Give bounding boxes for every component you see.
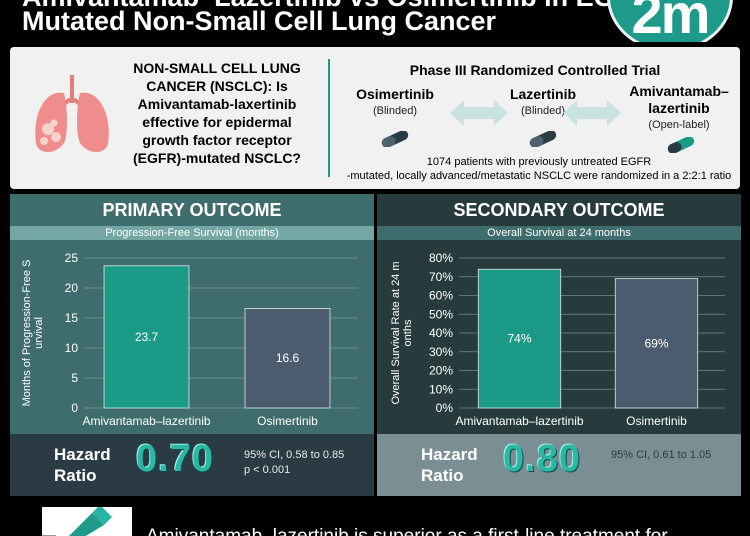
y-tick-label: 40% xyxy=(429,326,453,340)
data-label: 74% xyxy=(507,332,531,346)
divider xyxy=(328,59,330,177)
primary-hazard-ratio-value: 0.70 xyxy=(136,438,214,480)
y-axis-label-line-1: Overall Survival Rate at 24 m xyxy=(390,261,402,404)
secondary-ci-line-1: 95% CI, 0.61 to 1.05 xyxy=(611,449,712,461)
arm-amivantamab-name-line-1: Amivantamab– xyxy=(629,83,729,99)
conclusion-text: Amivantamab–lazertinib is superior as a … xyxy=(146,526,668,536)
secondary-hazard-ratio-box: Hazard Ratio 0.80 95% CI, 0.61 to 1.05 xyxy=(377,434,741,496)
arm-osimertinib-name: Osimertinib xyxy=(356,86,434,102)
arm-lazertinib-sub: (Blinded) xyxy=(520,105,566,117)
y-tick-label: 10% xyxy=(429,382,453,396)
arm-osimertinib-sub: (Blinded) xyxy=(372,105,418,117)
arm-amivantamab-name-line-2: lazertinib xyxy=(648,100,710,116)
y-tick-label: 10 xyxy=(65,341,79,355)
y-tick-label: 50% xyxy=(429,307,453,321)
brand-logo-text: 2m xyxy=(631,0,711,42)
primary-confidence-interval: 95% CI, 0.58 to 0.85 p < 0.001 xyxy=(244,448,344,478)
primary-ci-line-1: 95% CI, 0.58 to 0.85 xyxy=(244,449,345,461)
bar xyxy=(614,278,699,409)
trial-title: Phase III Randomized Controlled Trial xyxy=(409,62,661,78)
header: Amivantamab–Lazertinib vs Osimertinib in… xyxy=(0,0,750,42)
data-label: 69% xyxy=(644,336,668,350)
hazard-ratio-label-line-2: Ratio xyxy=(54,466,97,485)
x-tick-label: Amivantamab–lazertinib xyxy=(82,414,210,428)
page-title-line-1: Amivantamab–Lazertinib vs Osimertinib in… xyxy=(22,0,660,13)
conclusion-band: Amivantamab–lazertinib is superior as a … xyxy=(0,501,750,536)
y-tick-label: 30% xyxy=(429,345,453,359)
y-tick-label: 0% xyxy=(436,401,454,415)
y-tick-label: 60% xyxy=(429,289,453,303)
hazard-ratio-label-line-1: Hazard xyxy=(54,445,111,464)
arm-amivantamab-lazertinib-sub: (Open-label) xyxy=(648,119,710,131)
data-label: 16.6 xyxy=(276,351,300,365)
y-tick-label: 25 xyxy=(65,251,79,265)
hazard-ratio-label-line-2: Ratio xyxy=(421,466,464,485)
secondary-confidence-interval: 95% CI, 0.61 to 1.05 xyxy=(611,448,711,463)
brand-logo: 2m xyxy=(607,0,733,42)
double-arrow-icon xyxy=(563,100,621,126)
y-axis-label-line-2: onths xyxy=(402,319,414,346)
y-axis-label: Overall Survival Rate at 24 months xyxy=(390,261,414,404)
y-axis-label: Months of Progression-Free Survival xyxy=(21,260,45,407)
bar xyxy=(103,265,190,409)
secondary-outcome-subtitle: Overall Survival at 24 months xyxy=(377,226,741,240)
y-tick-label: 0 xyxy=(71,401,78,415)
trial-description-line-2: -mutated, locally advanced/metastatic NS… xyxy=(346,170,732,182)
secondary-outcome-panel: SECONDARY OUTCOME Overall Survival at 24… xyxy=(377,194,741,496)
pill-icon xyxy=(667,137,695,153)
y-tick-label: 20% xyxy=(429,364,453,378)
double-arrow-icon xyxy=(450,100,508,126)
secondary-outcome-title: SECONDARY OUTCOME xyxy=(453,200,665,220)
pfs-bar-chart: 0 5 10 15 20 25 Months of Progression-Free Sur… xyxy=(21,251,358,428)
trial-description-line-1: 1074 patients with previously untreated … xyxy=(426,156,652,168)
x-tick-label: Osimertinib xyxy=(257,414,318,428)
trial-description: 1074 patients with previously untreated … xyxy=(340,155,738,183)
primary-hazard-ratio-box: Hazard Ratio 0.70 95% CI, 0.58 to 0.85 p… xyxy=(10,434,374,496)
pill-icon xyxy=(381,131,409,147)
hazard-ratio-label: Hazard Ratio xyxy=(421,444,478,486)
pen-icon xyxy=(42,507,112,536)
y-axis-label-line-1: Months of Progression-Free S xyxy=(21,260,33,407)
secondary-hazard-ratio-value: 0.80 xyxy=(503,438,581,480)
y-tick-label: 5 xyxy=(71,371,78,385)
primary-outcome-title: PRIMARY OUTCOME xyxy=(102,200,282,220)
primary-p-value: p < 0.001 xyxy=(244,464,291,476)
research-question: NON-SMALL CELL LUNG CANCER (NSCLC): Is A… xyxy=(133,60,301,166)
primary-outcome-subtitle: Progression-Free Survival (months) xyxy=(10,226,374,240)
hazard-ratio-label-line-1: Hazard xyxy=(421,445,478,464)
lungs-icon xyxy=(35,75,109,152)
hazard-ratio-label: Hazard Ratio xyxy=(54,444,111,486)
bar xyxy=(244,308,331,409)
data-label: 23.7 xyxy=(135,330,159,344)
pill-icon xyxy=(529,131,557,147)
trial-info-panel: NON-SMALL CELL LUNG CANCER (NSCLC): Is A… xyxy=(10,47,740,189)
pen-icon-box xyxy=(42,507,132,536)
x-tick-label: Osimertinib xyxy=(626,414,687,428)
page-title-line-2: Mutated Non-Small Cell Lung Cancer xyxy=(22,6,497,36)
os-bar-chart: 0% 10% 20% 30% 40% 50% 60% 70% 80% Overall Surviv… xyxy=(390,251,725,428)
y-axis-label-line-2: urvival xyxy=(33,317,45,349)
arm-amivantamab-lazertinib-name: Amivantamab– lazertinib xyxy=(622,83,736,117)
bar xyxy=(477,268,562,409)
arm-lazertinib-name: Lazertinib xyxy=(509,86,577,102)
y-tick-label: 15 xyxy=(65,311,79,325)
y-tick-label: 70% xyxy=(429,270,453,284)
y-tick-label: 80% xyxy=(429,251,453,265)
x-tick-label: Amivantamab–lazertinib xyxy=(455,414,583,428)
primary-outcome-panel: PRIMARY OUTCOME Progression-Free Surviva… xyxy=(10,194,374,496)
y-tick-label: 20 xyxy=(65,281,79,295)
